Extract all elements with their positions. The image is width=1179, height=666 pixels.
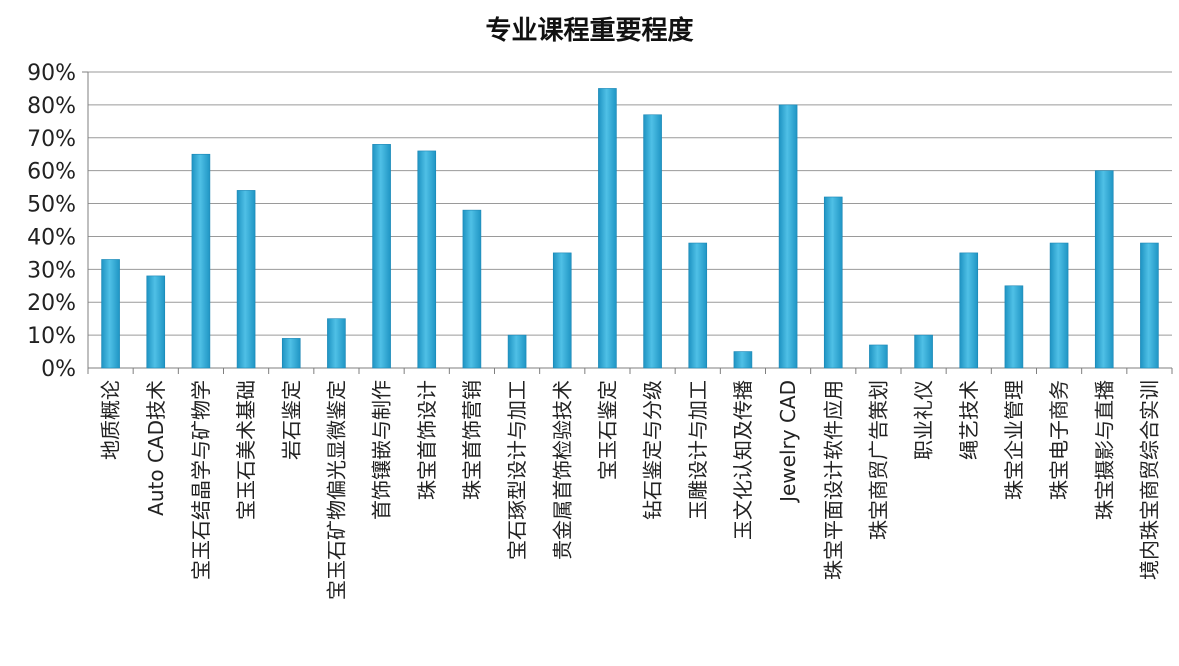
bar xyxy=(372,144,391,369)
bar xyxy=(327,318,346,369)
x-tick-label: Auto CAD技术 xyxy=(144,380,168,516)
x-tick-label: 玉雕设计与加工 xyxy=(686,380,710,520)
y-tick-label: 80% xyxy=(27,94,76,119)
x-tick-label: 珠宝商贸广告策划 xyxy=(866,380,890,540)
bar xyxy=(1004,285,1024,369)
bar xyxy=(598,88,617,369)
y-tick-label: 40% xyxy=(27,225,76,250)
y-tick-label: 50% xyxy=(27,193,76,218)
x-tick-label: 珠宝首饰设计 xyxy=(415,380,439,500)
bar xyxy=(1049,242,1069,369)
x-tick-label: 职业礼仪 xyxy=(912,380,936,460)
x-tick-label: 珠宝平面设计软件应用 xyxy=(821,380,845,580)
bar xyxy=(101,259,120,369)
x-tick-label: 地质概论 xyxy=(99,380,123,460)
y-tick-label: 10% xyxy=(27,324,76,349)
y-tick-label: 60% xyxy=(27,160,76,185)
bar xyxy=(733,351,753,369)
bar xyxy=(688,242,708,369)
y-tick-label: 70% xyxy=(27,127,76,152)
bar xyxy=(643,114,662,369)
bar xyxy=(914,334,933,369)
x-tick-label: 境内珠宝商贸综合实训 xyxy=(1137,380,1161,580)
bar xyxy=(281,338,301,369)
bar xyxy=(959,252,979,369)
x-tick-label: 首饰镶嵌与制作 xyxy=(370,380,394,520)
bar xyxy=(191,153,211,369)
chart-title: 专业课程重要程度 xyxy=(485,16,694,46)
bar xyxy=(1140,242,1159,369)
y-tick-label: 90% xyxy=(27,61,76,86)
x-tick-label: 宝玉石矿物偏光显微鉴定 xyxy=(324,380,348,600)
bar xyxy=(507,334,527,369)
bar xyxy=(823,196,843,369)
bar xyxy=(552,252,572,369)
x-tick-label: 岩石鉴定 xyxy=(279,380,303,460)
x-tick-label: 钻石鉴定与分级 xyxy=(641,380,665,520)
bar xyxy=(778,104,798,369)
x-tick-label: 珠宝电子商务 xyxy=(1047,380,1071,500)
x-tick-label: 珠宝企业管理 xyxy=(1002,380,1026,500)
bar xyxy=(417,150,437,369)
x-tick-label: 玉文化认知及传播 xyxy=(731,380,755,540)
y-tick-label: 0% xyxy=(41,357,76,382)
x-tick-label: 宝玉石结晶学与矿物学 xyxy=(189,380,213,580)
x-tick-label: Jewelry CAD xyxy=(776,380,800,504)
bar xyxy=(869,344,888,369)
x-tick-label: 珠宝首饰营销 xyxy=(460,380,484,500)
x-tick-label: 宝玉石鉴定 xyxy=(595,380,619,480)
bar xyxy=(236,190,256,369)
y-tick-label: 20% xyxy=(27,291,76,316)
x-tick-label: 贵金属首饰检验技术 xyxy=(550,380,574,560)
x-tick-label: 珠宝摄影与直播 xyxy=(1092,380,1116,520)
bar xyxy=(146,275,166,369)
y-tick-label: 30% xyxy=(27,258,76,283)
x-tick-label: 宝石琢型设计与加工 xyxy=(505,380,529,560)
x-tick-label: 绳艺技术 xyxy=(957,380,981,460)
bar xyxy=(462,209,482,369)
bar xyxy=(1094,170,1114,369)
x-tick-label: 宝玉石美术基础 xyxy=(234,380,258,520)
